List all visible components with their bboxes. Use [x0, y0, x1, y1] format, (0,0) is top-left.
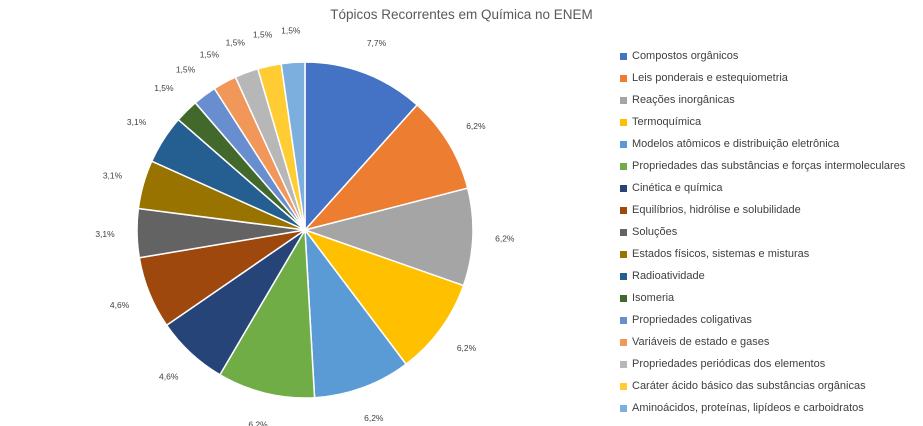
legend-label: Aminoácidos, proteínas, lipídeos e carbo…: [632, 402, 864, 414]
legend-item: Propriedades periódicas dos elementos: [620, 353, 920, 375]
legend-label: Variáveis de estado e gases: [632, 336, 770, 348]
legend-item: Equilíbrios, hidrólise e solubilidade: [620, 199, 920, 221]
legend-item: Aminoácidos, proteínas, lipídeos e carbo…: [620, 397, 920, 419]
pie-slice-4: [302, 228, 465, 366]
data-label-10: 3,1%: [103, 171, 123, 181]
legend-swatch: [620, 140, 627, 148]
legend-item: Propriedades coligativas: [620, 309, 920, 331]
legend-label: Isomeria: [632, 292, 675, 304]
legend-swatch: [620, 316, 627, 324]
data-label-15: 1,5%: [226, 38, 246, 48]
legend-item: Estados físicos, sistemas e misturas: [620, 243, 920, 265]
pie-slice-6: [218, 227, 316, 399]
legend-swatch: [620, 74, 627, 82]
pie-slices: [136, 61, 474, 399]
legend-swatch: [620, 272, 627, 280]
legend-label: Caráter ácido básico das substâncias org…: [632, 380, 866, 392]
legend-label: Termoquímica: [632, 116, 702, 128]
data-label-2: 6,2%: [466, 121, 486, 131]
chart-title: Tópicos Recorrentes em Química no ENEM: [330, 7, 593, 22]
legend-swatch: [620, 338, 627, 346]
legend-label: Propriedades periódicas dos elementos: [632, 358, 826, 370]
data-label-12: 1,5%: [154, 83, 174, 93]
legend-label: Soluções: [632, 226, 678, 238]
legend-swatch: [620, 118, 627, 126]
pie-data-labels: 7,7% 6,2% 6,2% 6,2% 6,2% 6,2% 4,6% 4,6% 3,1% 3,1%…: [95, 26, 515, 426]
legend-swatch: [620, 184, 627, 192]
legend-swatch: [620, 96, 627, 104]
legend-item: Cinética e química: [620, 177, 920, 199]
legend-label: Leis ponderais e estequiometria: [632, 72, 788, 84]
legend-label: Reações inorgânicas: [632, 94, 735, 106]
legend-item: Reações inorgânicas: [620, 89, 920, 111]
pie-slice-1: [304, 61, 419, 232]
pie-slice-5: [304, 227, 408, 399]
data-label-14: 1,5%: [200, 49, 220, 59]
legend-swatch: [620, 162, 627, 170]
data-label-13: 1,5%: [176, 65, 196, 75]
legend-item: Soluções: [620, 221, 920, 243]
pie-slice-2: [302, 103, 469, 232]
data-label-8: 4,6%: [110, 300, 130, 310]
data-label-11: 3,1%: [127, 117, 147, 127]
chart-legend: Compostos orgânicos Leis ponderais e este…: [620, 45, 920, 419]
legend-item: Propriedades das substâncias e forças in…: [620, 155, 920, 177]
legend-item: Isomeria: [620, 287, 920, 309]
legend-swatch: [620, 206, 627, 214]
legend-swatch: [620, 228, 627, 236]
pie-slice-17: [280, 61, 306, 231]
legend-label: Compostos orgânicos: [632, 50, 739, 62]
legend-label: Modelos atômicos e distribuição eletrôni…: [632, 138, 840, 150]
legend-label: Propriedades coligativas: [632, 314, 752, 326]
data-label-1: 7,7%: [367, 38, 387, 48]
pie-slice-3: [302, 187, 474, 287]
legend-item: Termoquímica: [620, 111, 920, 133]
legend-item: Leis ponderais e estequiometria: [620, 67, 920, 89]
data-label-9: 3,1%: [95, 229, 115, 239]
legend-item: Variáveis de estado e gases: [620, 331, 920, 353]
data-label-5: 6,2%: [364, 413, 384, 423]
legend-label: Propriedades das substâncias e forças in…: [632, 160, 906, 172]
legend-swatch: [620, 52, 627, 60]
data-label-17: 1,5%: [281, 26, 301, 36]
data-label-3: 6,2%: [495, 234, 515, 244]
data-label-6: 6,2%: [248, 419, 268, 426]
legend-swatch: [620, 250, 627, 258]
legend-label: Radioatividade: [632, 270, 705, 282]
legend-item: Compostos orgânicos: [620, 45, 920, 67]
data-label-7: 4,6%: [159, 371, 179, 381]
legend-label: Estados físicos, sistemas e misturas: [632, 248, 810, 260]
legend-label: Cinética e química: [632, 182, 723, 194]
data-label-4: 6,2%: [457, 343, 477, 353]
legend-swatch: [620, 404, 627, 412]
legend-label: Equilíbrios, hidrólise e solubilidade: [632, 204, 801, 216]
legend-item: Modelos atômicos e distribuição eletrôni…: [620, 133, 920, 155]
data-label-16: 1,5%: [253, 30, 273, 40]
legend-item: Caráter ácido básico das substâncias org…: [620, 375, 920, 397]
legend-swatch: [620, 360, 627, 368]
legend-swatch: [620, 382, 627, 390]
legend-swatch: [620, 294, 627, 302]
legend-item: Radioatividade: [620, 265, 920, 287]
